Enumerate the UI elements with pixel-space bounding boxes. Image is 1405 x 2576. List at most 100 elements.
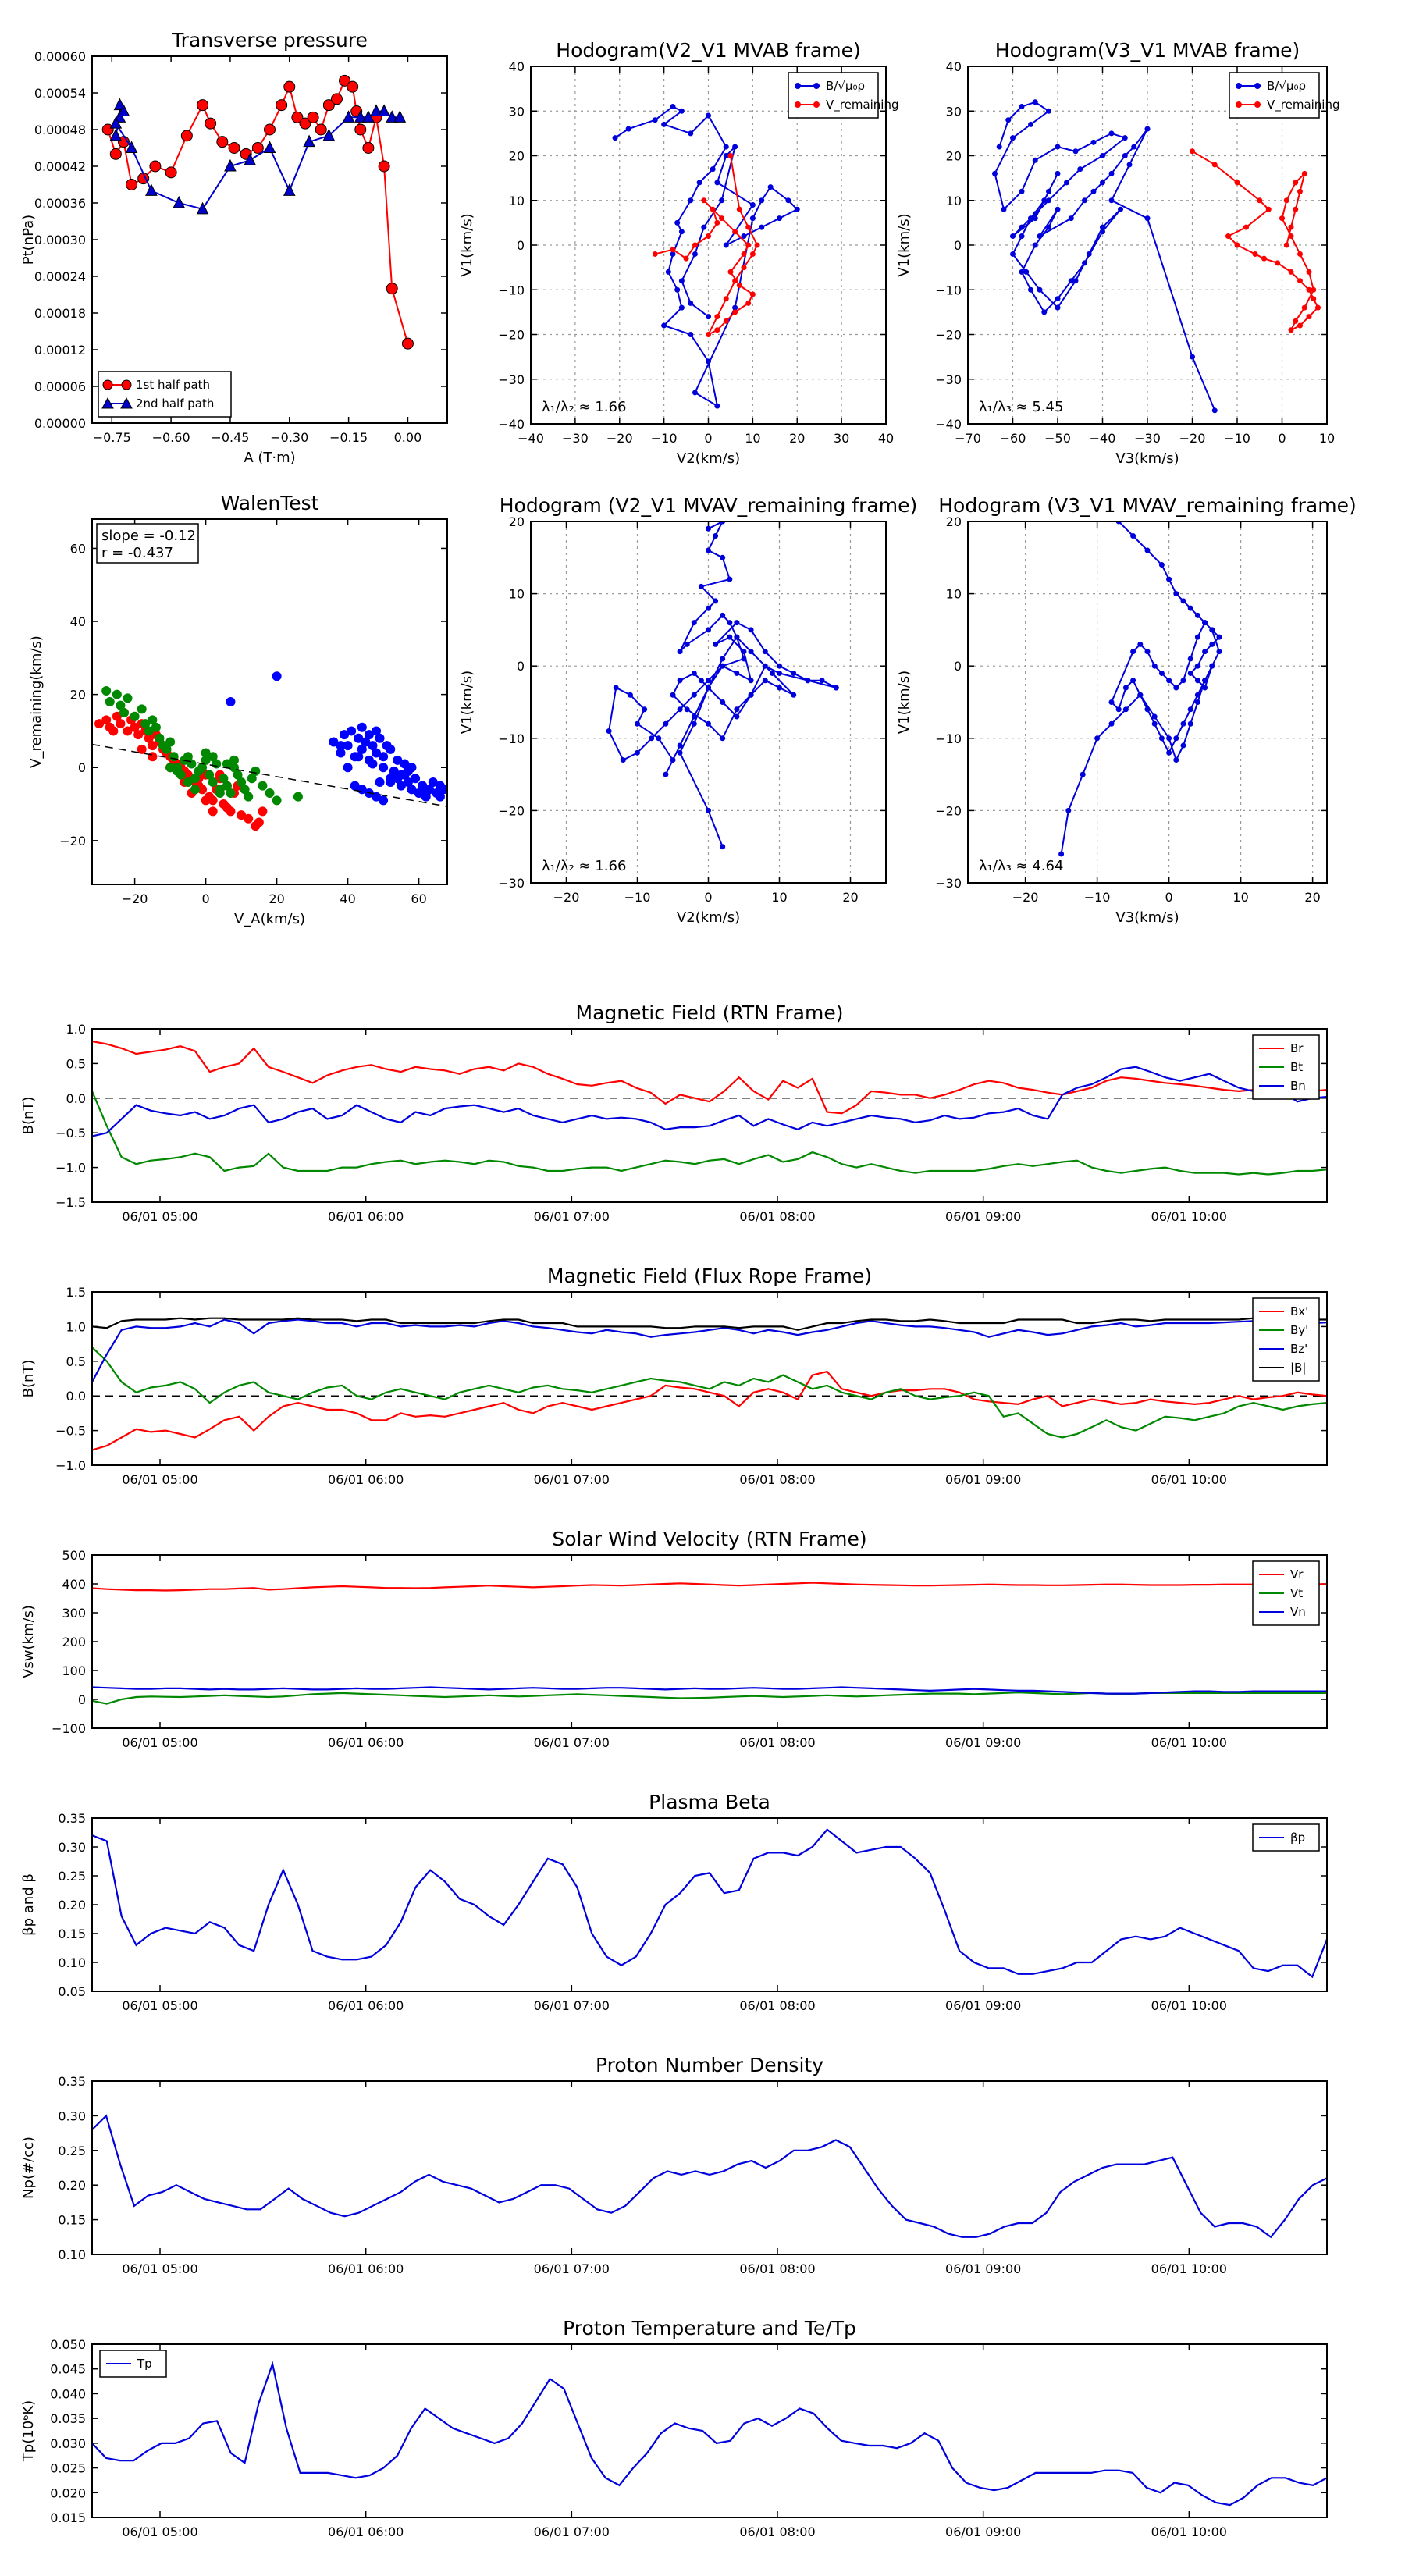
y-tick-label: 0.00024 <box>34 269 86 284</box>
data-point <box>109 116 123 129</box>
data-point <box>762 678 768 684</box>
panel-t6: Proton Temperature and Te/Tp 06/01 05:00 0… <box>20 2317 1328 2539</box>
data-point <box>996 144 1002 150</box>
y-tick-label: 0.00048 <box>34 123 86 137</box>
data-point <box>244 153 257 165</box>
data-point <box>1190 148 1195 155</box>
data-point <box>165 763 176 773</box>
x-tick-label: 06/01 05:00 <box>122 2261 197 2276</box>
data-point <box>678 229 685 235</box>
y-tick-label: −20 <box>59 834 86 849</box>
legend-label: Tp <box>137 2357 152 2371</box>
y-tick-label: 10 <box>946 587 962 602</box>
annotation-text: λ₁/λ₃ ≈ 5.45 <box>979 399 1063 415</box>
plot-area <box>1058 521 1222 857</box>
legend-marker <box>813 101 820 108</box>
chart-title: Hodogram (V3_V1 MVAV_remaining frame) <box>938 494 1357 517</box>
data-point <box>1108 720 1115 727</box>
data-point <box>1068 278 1074 284</box>
data-point <box>1311 286 1317 293</box>
x-tick-label: 06/01 10:00 <box>1151 1472 1227 1487</box>
chart-title: WalenTest <box>221 492 319 514</box>
y-axis-label: V1(km/s) <box>459 671 475 734</box>
x-tick-label: 06/01 07:00 <box>534 2524 610 2539</box>
data-point <box>701 197 707 204</box>
data-point <box>386 777 396 787</box>
data-point <box>208 752 218 762</box>
data-point <box>1288 233 1294 240</box>
plot-frame <box>967 66 1328 425</box>
y-axis-label: Vsw(km/s) <box>20 1605 37 1678</box>
panel-t4: Plasma Beta 06/01 05:00 06/01 06:00 06/01 0… <box>20 1791 1328 2013</box>
data-point <box>1122 135 1128 141</box>
data-point <box>216 136 229 148</box>
plot-frame <box>530 66 887 425</box>
legend-label: Bn <box>1290 1079 1306 1093</box>
legend-label: Br <box>1290 1041 1304 1055</box>
data-point <box>411 774 421 784</box>
annotation-text: slope = -0.12 <box>101 528 196 544</box>
data-point <box>691 620 697 626</box>
x-tick-label: −70 <box>955 431 981 446</box>
chart-title: Hodogram(V3_V1 MVAB frame) <box>995 39 1300 62</box>
y-tick-label: 0.00054 <box>34 86 86 101</box>
data-point <box>736 283 742 289</box>
data-point <box>197 785 208 795</box>
series-line <box>92 1370 1327 1451</box>
data-point <box>401 337 414 350</box>
data-point <box>745 300 752 306</box>
x-tick-label: 06/01 07:00 <box>534 1735 610 1750</box>
legend-label: Bt <box>1290 1060 1303 1074</box>
data-point <box>1094 735 1101 742</box>
data-point <box>1032 211 1038 217</box>
data-point <box>148 752 158 762</box>
x-tick-label: −10 <box>1224 431 1250 446</box>
data-point <box>759 197 765 204</box>
data-point <box>208 777 218 787</box>
data-point <box>736 206 742 212</box>
x-tick-label: −30 <box>1134 431 1161 446</box>
data-point <box>400 759 410 769</box>
data-point <box>133 730 144 740</box>
x-tick-label: 06/01 10:00 <box>1151 2524 1227 2539</box>
data-point <box>692 242 698 248</box>
y-tick-label: 0.020 <box>50 2485 86 2500</box>
data-point <box>1166 735 1172 742</box>
y-tick-label: 0.00000 <box>34 416 86 431</box>
data-point <box>109 148 122 160</box>
x-tick-label: 60 <box>411 891 426 906</box>
data-point <box>407 785 417 795</box>
series-line <box>92 1828 1327 1979</box>
data-point <box>1019 188 1025 194</box>
data-point <box>674 286 681 293</box>
data-point <box>1055 304 1061 311</box>
data-point <box>1144 649 1151 655</box>
y-tick-label: 0.10 <box>58 2247 86 2262</box>
data-point <box>1194 612 1200 618</box>
data-point <box>741 233 747 240</box>
data-point <box>1028 215 1033 222</box>
data-point <box>1187 706 1193 713</box>
y-tick-label: 0.035 <box>50 2411 86 2426</box>
data-point <box>1086 251 1092 257</box>
data-point <box>237 777 247 787</box>
data-point <box>116 719 126 729</box>
data-point <box>357 785 367 795</box>
data-point <box>696 180 702 186</box>
data-point <box>1046 224 1051 230</box>
data-point <box>748 627 754 633</box>
y-tick-label: −10 <box>498 731 525 746</box>
x-tick-label: 10 <box>1319 431 1335 446</box>
data-point <box>1131 144 1137 150</box>
data-point <box>635 720 640 727</box>
data-point <box>1046 188 1051 194</box>
annotation-text: r = -0.437 <box>101 545 173 561</box>
data-point <box>777 215 782 222</box>
data-point <box>414 788 424 798</box>
x-tick-label: −40 <box>518 431 544 446</box>
legend-label: V_remaining <box>1267 98 1340 112</box>
data-point <box>421 788 431 798</box>
data-point <box>1202 678 1208 684</box>
data-point <box>1010 135 1016 141</box>
data-point <box>329 737 339 747</box>
